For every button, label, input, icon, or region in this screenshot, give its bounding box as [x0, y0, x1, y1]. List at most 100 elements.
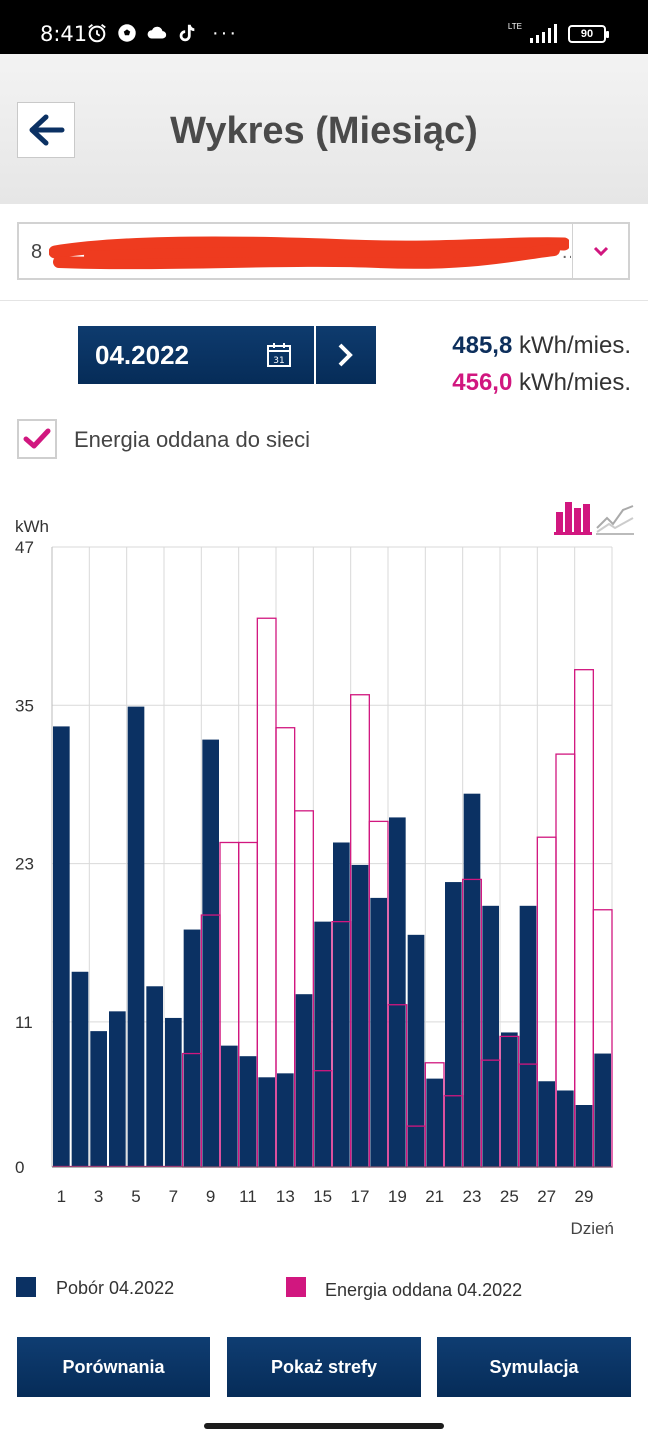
status-right: LTE 90 — [504, 21, 609, 44]
gesture-bar[interactable] — [204, 1423, 444, 1429]
consumption-bar — [519, 905, 537, 1167]
chart-type-switcher — [553, 498, 635, 536]
divider — [0, 300, 648, 301]
x-tick-label: 17 — [351, 1187, 370, 1206]
compare-button[interactable]: Porównania — [17, 1337, 210, 1397]
consumption-bar — [594, 1053, 611, 1167]
calendar-icon: 31 — [267, 343, 291, 367]
consumption-bar — [90, 1031, 107, 1167]
status-icons: ··· — [86, 22, 238, 44]
consumption-bar — [277, 1073, 294, 1167]
legend-returned-label: Energia oddana 04.2022 — [325, 1280, 523, 1300]
consumption-bar — [351, 864, 369, 1167]
consumption-bar — [426, 1078, 443, 1167]
simulation-button[interactable]: Symulacja — [437, 1337, 631, 1397]
consumption-bar — [127, 706, 145, 1167]
line-chart-icon[interactable] — [595, 498, 635, 536]
consumption-bar — [239, 1056, 257, 1167]
meter-select-arrow[interactable] — [572, 224, 628, 278]
consumption-bar — [538, 1081, 555, 1167]
x-tick-label: 9 — [206, 1187, 215, 1206]
network-type: LTE — [507, 21, 522, 31]
consumption-bar — [221, 1045, 238, 1167]
y-axis-label: kWh — [15, 517, 49, 536]
x-tick-label: 25 — [500, 1187, 519, 1206]
returned-energy-checkbox[interactable] — [17, 419, 57, 459]
checkmark-icon — [23, 428, 51, 449]
app-header: Wykres (Miesiąc) — [0, 54, 648, 204]
returned-total-value: 456,0 — [452, 369, 513, 396]
chevron-right-icon — [338, 343, 353, 367]
x-tick-label: 27 — [537, 1187, 556, 1206]
meter-select-value: 8 … — [31, 241, 571, 264]
consumption-bars — [53, 706, 611, 1167]
show-zones-button[interactable]: Pokaż strefy — [227, 1337, 421, 1397]
meter-select-suffix: … — [561, 241, 571, 264]
x-tick-label: 19 — [388, 1187, 407, 1206]
consumption-bar — [71, 971, 89, 1167]
legend-returned-swatch — [286, 1277, 306, 1297]
alarm-icon — [88, 24, 106, 43]
returned-total-unit: kWh/mies. — [518, 369, 631, 396]
x-tick-label: 7 — [169, 1187, 178, 1206]
meter-select-prefix: 8 — [31, 241, 43, 263]
more-dots-icon: ··· — [212, 22, 238, 44]
x-tick-label: 5 — [131, 1187, 140, 1206]
consumption-bar — [109, 1011, 126, 1167]
consumption-bar — [333, 842, 350, 1167]
consumption-bar — [389, 817, 406, 1167]
returned-total: 456,0 kWh/mies. — [452, 369, 631, 397]
x-tick-label: 13 — [276, 1187, 295, 1206]
chart-legend: Pobór 04.2022 Energia oddana 04.2022 — [0, 1272, 648, 1312]
consumption-bar — [445, 882, 462, 1167]
x-tick-label: 1 — [57, 1187, 66, 1206]
x-tick-label: 23 — [463, 1187, 482, 1206]
x-tick-label: 3 — [94, 1187, 103, 1206]
arrow-left-icon — [29, 114, 65, 146]
x-tick-label: 11 — [239, 1187, 257, 1206]
consumption-bar — [314, 921, 331, 1167]
y-tick-label: 11 — [15, 1013, 33, 1032]
y-tick-label: 0 — [15, 1158, 24, 1177]
status-bar: 8:41 ··· LTE 90 — [0, 0, 648, 54]
consumption-bar — [501, 1032, 518, 1167]
legend-consumption-label: Pobór 04.2022 — [56, 1278, 175, 1298]
returned-bar — [574, 669, 594, 1168]
y-tick-label: 23 — [15, 855, 34, 874]
x-tick-label: 29 — [575, 1187, 594, 1206]
month-picker-button[interactable]: 04.2022 31 — [78, 326, 314, 384]
consumption-bar — [463, 793, 481, 1167]
redaction-scribble — [49, 236, 569, 270]
x-axis-label: Dzień — [571, 1219, 614, 1238]
consumption-bar — [295, 994, 313, 1167]
battery-level: 90 — [580, 28, 594, 40]
consumption-bar — [146, 986, 163, 1167]
y-tick-label: 35 — [15, 696, 34, 715]
y-tick-label: 47 — [15, 538, 34, 557]
consumption-bar — [407, 934, 425, 1167]
calendar-day: 31 — [273, 356, 284, 366]
chevron-down-icon — [593, 246, 608, 256]
consumption-bar — [258, 1077, 275, 1167]
consumption-total: 485,8 kWh/mies. — [452, 332, 631, 360]
status-time: 8:41 — [40, 22, 88, 46]
x-tick-label: 21 — [425, 1187, 444, 1206]
soccer-icon — [118, 24, 136, 42]
next-month-button[interactable] — [316, 326, 376, 384]
back-button[interactable] — [17, 102, 75, 158]
consumption-bar — [557, 1090, 574, 1167]
legend-consumption-swatch — [16, 1277, 36, 1297]
consumption-bar — [165, 1017, 182, 1167]
meter-select[interactable]: 8 … — [17, 222, 630, 280]
consumption-bar — [575, 1105, 593, 1167]
month-label: 04.2022 — [95, 339, 189, 370]
returned-energy-label: Energia oddana do sieci — [74, 427, 311, 452]
bar-chart-icon[interactable] — [553, 498, 593, 536]
signal-icon — [530, 24, 557, 43]
page-title: Wykres (Miesiąc) — [170, 110, 478, 152]
cloud-icon — [147, 26, 167, 39]
consumption-bar — [53, 726, 70, 1167]
consumption-total-unit: kWh/mies. — [518, 332, 631, 359]
